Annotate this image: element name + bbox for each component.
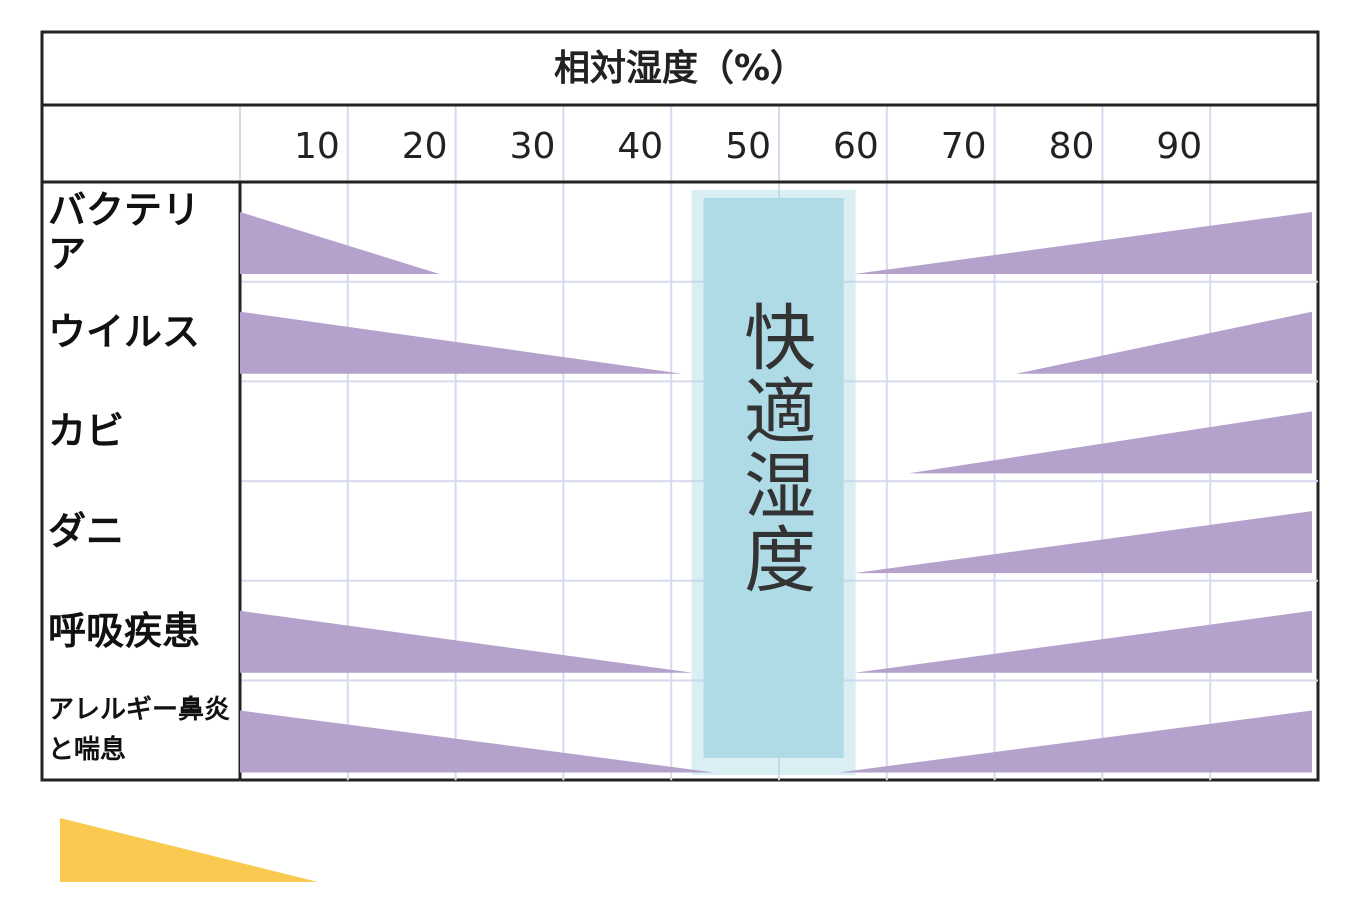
x-tick-label: 40: [617, 126, 663, 167]
category-label-box: バクテリア: [48, 187, 201, 276]
category-label: アレルギー鼻炎と喘息: [48, 695, 231, 766]
category-label-box: 呼吸疾患: [48, 608, 201, 653]
category-label: カビ: [48, 409, 125, 454]
comfort-zone: [703, 198, 844, 758]
category-label-box: ウイルス: [48, 309, 201, 354]
category-label-box: アレルギー鼻炎と喘息: [48, 695, 231, 766]
x-tick-label: 20: [402, 126, 448, 167]
category-label: ダニ: [48, 508, 125, 553]
comfort-label: 快適湿度: [732, 300, 816, 596]
category-label: ウイルス: [48, 309, 201, 354]
decreasing-wedge: [240, 311, 682, 374]
legend-wedge: [60, 818, 318, 882]
x-tick-label: 10: [294, 126, 340, 167]
increasing-wedge: [854, 511, 1312, 574]
x-tick-label: 70: [941, 126, 987, 167]
x-tick-label: 80: [1049, 126, 1095, 167]
x-tick-label: 30: [510, 126, 556, 167]
chart-title: 相対湿度（%）: [554, 48, 806, 89]
x-tick-label: 50: [725, 126, 771, 167]
decreasing-wedge: [240, 710, 715, 773]
decreasing-wedge: [240, 610, 693, 673]
category-label-box: カビ: [48, 409, 125, 454]
x-tick-label: 90: [1156, 126, 1202, 167]
decreasing-wedge: [240, 212, 440, 274]
category-label: 呼吸疾患: [48, 608, 201, 653]
increasing-wedge: [1016, 311, 1312, 374]
increasing-wedge: [854, 610, 1312, 673]
category-label-box: ダニ: [48, 508, 125, 553]
x-tick-label: 60: [833, 126, 879, 167]
category-label: バクテリア: [48, 187, 201, 276]
increasing-wedge: [908, 411, 1312, 474]
increasing-wedge: [854, 212, 1312, 274]
increasing-wedge: [838, 710, 1312, 773]
